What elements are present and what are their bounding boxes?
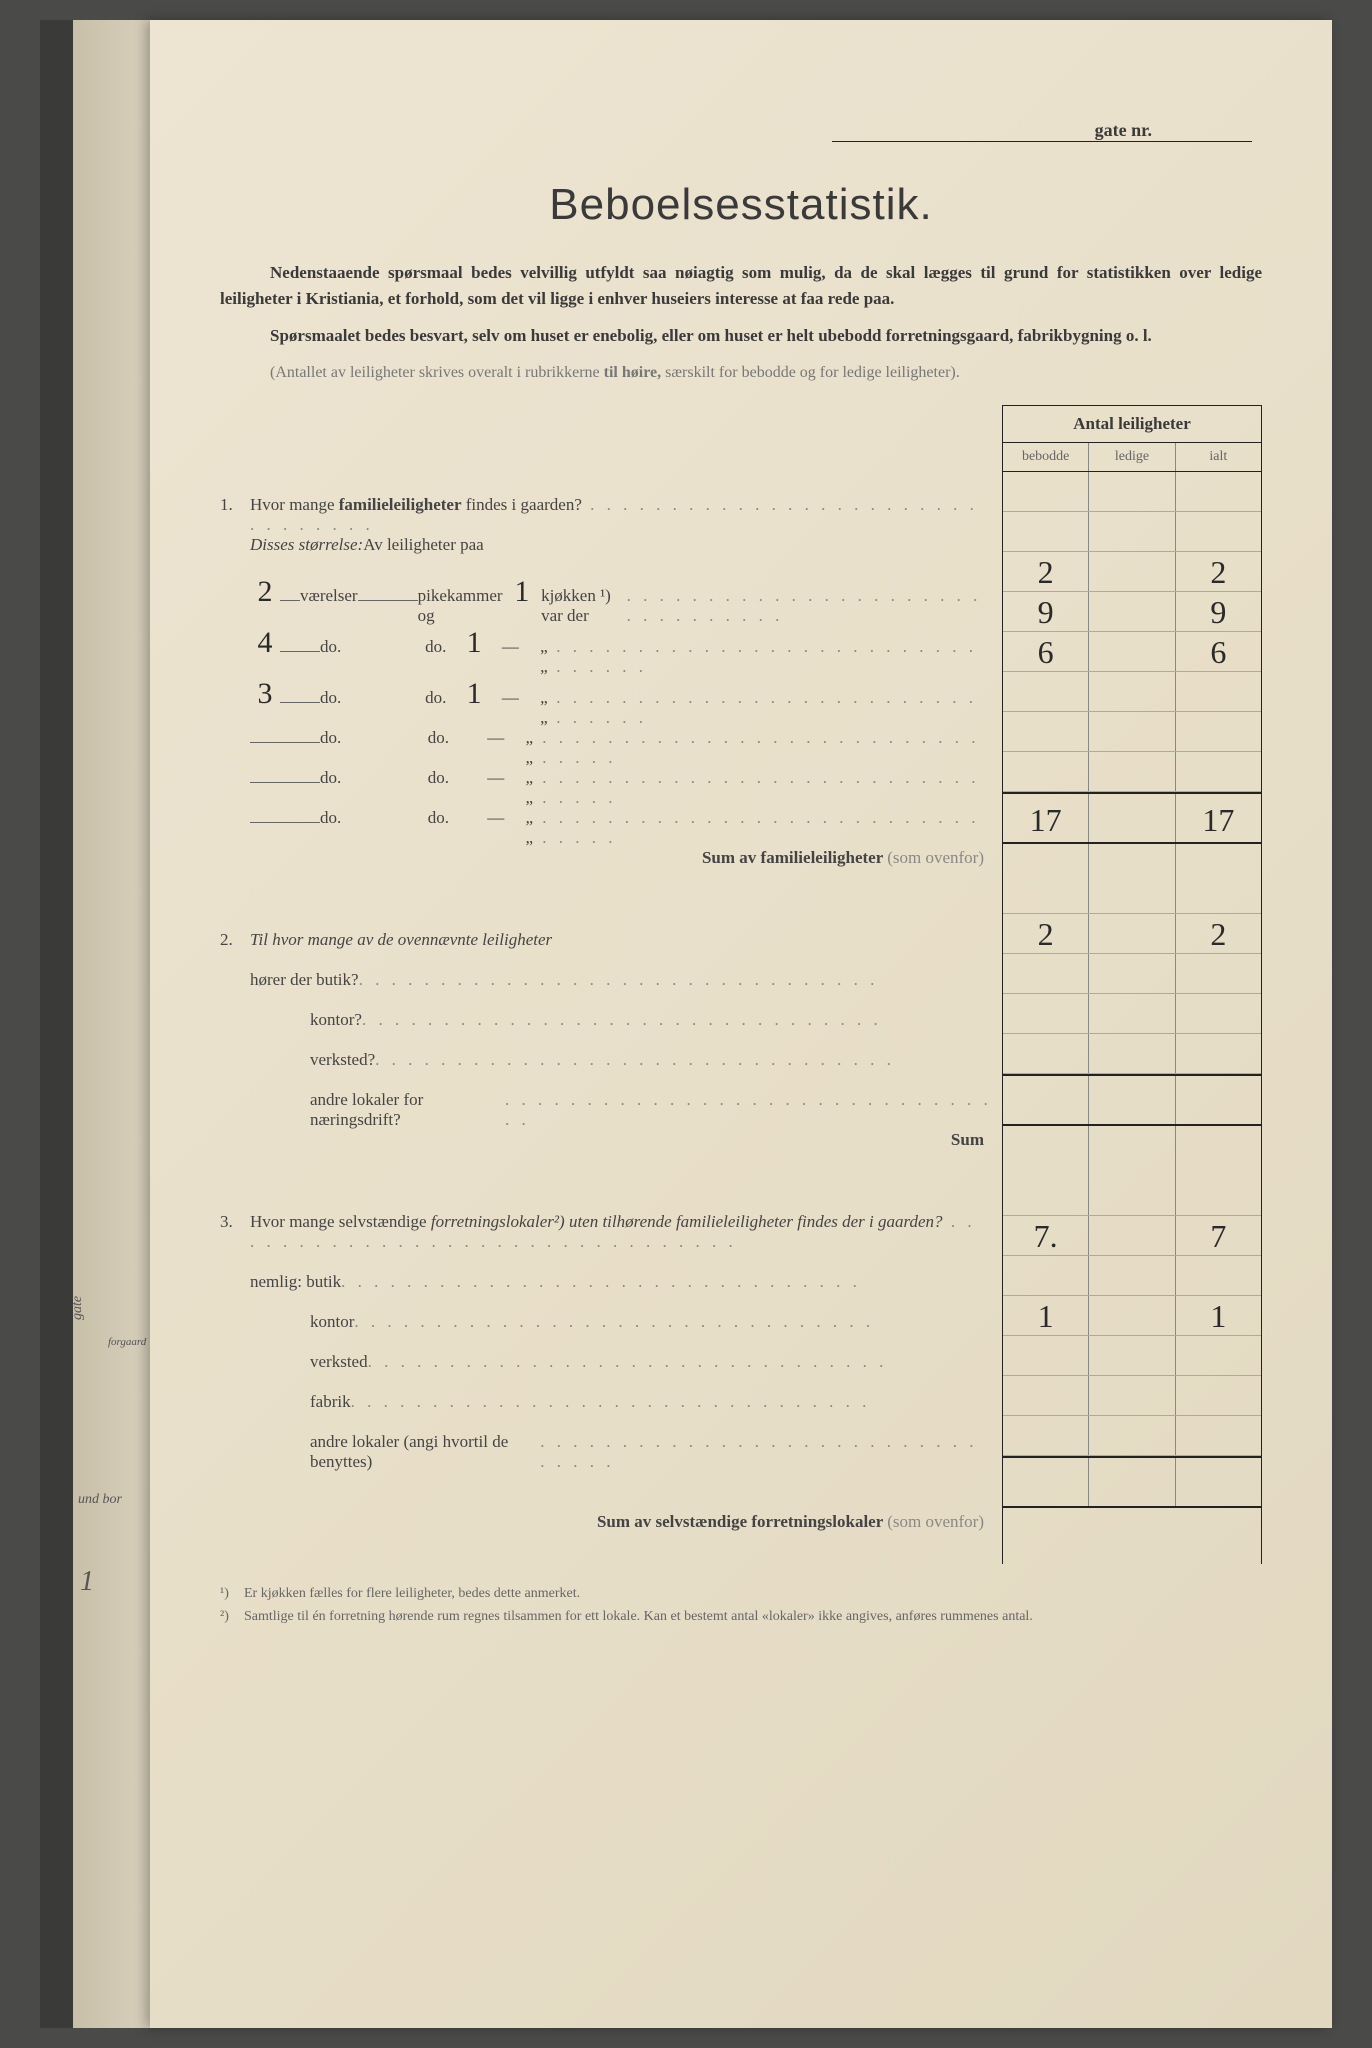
ans-q1-r1: 22: [1003, 552, 1261, 592]
q3-fabrik: fabrik: [220, 1392, 992, 1432]
margin-slash-text: 1: [80, 1566, 94, 1598]
table-zone: 1. Hvor mange familieleiligheter findes …: [220, 405, 1262, 1564]
q1-r1-vaerelser: 2: [250, 575, 280, 609]
q3-text: Hvor mange selvstændige forretningslokal…: [250, 1212, 992, 1252]
ans-q3-r1: 7.7: [1003, 1216, 1261, 1256]
ans-spacer1: [1003, 844, 1261, 874]
ans-q2-sum: [1003, 1074, 1261, 1126]
q1-r2-vaerelser: 4: [250, 626, 280, 660]
q1-num: 1.: [220, 495, 250, 515]
col-bebodde: bebodde: [1003, 443, 1088, 471]
q2-text: Til hvor mange av de ovennævnte leilighe…: [250, 930, 992, 950]
ans-q1-r4: [1003, 672, 1261, 712]
q1-sum: Sum av familieleiligheter (som ovenfor): [220, 848, 992, 900]
margin-forgaard-text: forgaard: [108, 1336, 146, 1348]
ans-q1-r6: [1003, 752, 1261, 792]
ans-q3-r5: [1003, 1376, 1261, 1416]
intro-p3: (Antallet av leiligheter skrives overalt…: [220, 361, 1262, 385]
ans-q1-r5: [1003, 712, 1261, 752]
q1-r2-kjokken: 1: [459, 626, 489, 660]
gate-nr-label: gate nr.: [1095, 120, 1152, 140]
q1-row3: 3 do. do. 1 — „ „: [220, 677, 992, 728]
ans-q3-sum: [1003, 1456, 1261, 1508]
q1-row4: do. do. — „ „: [220, 728, 992, 768]
q3-kontor: kontor: [220, 1312, 992, 1352]
ans-q1-sum: 1717: [1003, 792, 1261, 844]
q2-num: 2.: [220, 930, 250, 950]
q3-blank: [220, 1472, 992, 1512]
q1-row5: do. do. — „ „: [220, 768, 992, 808]
ans-q2-r3: [1003, 994, 1261, 1034]
footnote-1: ¹) Er kjøkken fælles for flere leilighet…: [220, 1584, 1262, 1604]
page-title: Beboelsesstatistik.: [220, 180, 1262, 230]
q2-verksted: verksted?: [220, 1050, 992, 1090]
ans-q3-blank: [1003, 1416, 1261, 1456]
ans-q3-head: [1003, 1156, 1261, 1216]
left-margin: gate forgaard und bor 1: [40, 20, 150, 2028]
ans-q1-disses: [1003, 512, 1261, 552]
q3-num: 3.: [220, 1212, 250, 1232]
q1-disses: Disses størrelse: Av leiligheter paa: [220, 535, 992, 575]
q1-r3-vaerelser: 3: [250, 677, 280, 711]
ans-q2-head: [1003, 874, 1261, 914]
q1-r1-kjokken: 1: [507, 575, 537, 609]
q3-butik: nemlig: butik: [220, 1272, 992, 1312]
ans-q3-r2: [1003, 1256, 1261, 1296]
q1-row2: 4 do. do. 1 — „ „: [220, 626, 992, 677]
intro-p1: Nedenstaaende spørsmaal bedes velvillig …: [220, 260, 1262, 311]
gate-nr-line: gate nr.: [832, 120, 1252, 142]
questions-column: 1. Hvor mange familieleiligheter findes …: [220, 405, 1002, 1564]
ans-q1-head: [1003, 472, 1261, 512]
answers-column: Antal leiligheter bebodde ledige ialt 22…: [1002, 405, 1262, 1564]
col-ledige: ledige: [1088, 443, 1174, 471]
q1-r3-kjokken: 1: [459, 677, 489, 711]
q3-line: 3. Hvor mange selvstændige forretningslo…: [220, 1212, 992, 1272]
q2-butik: hører der butik?: [220, 970, 992, 1010]
margin-gate-text: gate: [70, 1296, 86, 1320]
footnotes: ¹) Er kjøkken fælles for flere leilighet…: [220, 1584, 1262, 1627]
ans-q1-r3: 66: [1003, 632, 1261, 672]
q2-line: 2. Til hvor mange av de ovennævnte leili…: [220, 930, 992, 970]
q3-sum: Sum av selvstændige forretningslokaler (…: [220, 1512, 992, 1564]
answers-title: Antal leiligheter: [1003, 406, 1261, 443]
ans-q1-r2: 99: [1003, 592, 1261, 632]
ans-q3-r3: 11: [1003, 1296, 1261, 1336]
ans-q3-r4: [1003, 1336, 1261, 1376]
q1-text: Hvor mange familieleiligheter findes i g…: [250, 495, 992, 535]
q2-sum: Sum: [220, 1130, 992, 1182]
q2-kontor: kontor?: [220, 1010, 992, 1050]
page-wrap: gate forgaard und bor 1 gate nr. Beboels…: [40, 20, 1332, 2028]
ans-q2-r2: [1003, 954, 1261, 994]
document-page: gate nr. Beboelsesstatistik. Nedenstaaen…: [150, 20, 1332, 2028]
margin-undbor-text: und bor: [78, 1492, 122, 1508]
q3-andre: andre lokaler (angi hvortil de benyttes): [220, 1432, 992, 1472]
q3-verksted: verksted: [220, 1352, 992, 1392]
q2-andre: andre lokaler for næringsdrift?: [220, 1090, 992, 1130]
intro-p2: Spørsmaalet bedes besvart, selv om huset…: [220, 323, 1262, 349]
ans-q2-r1: 22: [1003, 914, 1261, 954]
q1-line: 1. Hvor mange familieleiligheter findes …: [220, 495, 992, 535]
q1-row1: 2 værelser pikekammer og 1 kjøkken ¹) va…: [220, 575, 992, 626]
ans-q2-r4: [1003, 1034, 1261, 1074]
footnote-2: ²) Samtlige til én forretning hørende ru…: [220, 1607, 1262, 1627]
answers-subheader: bebodde ledige ialt: [1003, 443, 1261, 472]
q1-row6: do. do. — „ „: [220, 808, 992, 848]
ans-spacer2: [1003, 1126, 1261, 1156]
col-ialt: ialt: [1175, 443, 1261, 471]
